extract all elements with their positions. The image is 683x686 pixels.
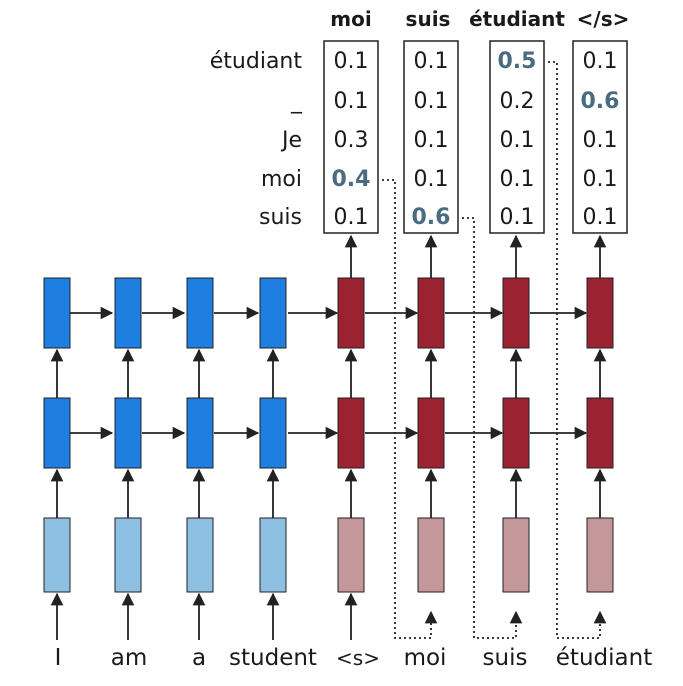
prob-value-highlighted: 0.5: [498, 49, 537, 74]
decoder-hidden-cell: [337, 277, 365, 349]
prob-box-3: [489, 40, 545, 234]
prob-value: 0.2: [500, 89, 535, 114]
encoder-embedding-cell: [259, 517, 287, 593]
prob-value: 0.1: [334, 89, 369, 114]
decoder-hidden-cell: [417, 397, 445, 469]
output-word-header-1: moi: [330, 7, 371, 31]
encoder-embedding-cell: [43, 517, 71, 593]
prob-value-highlighted: 0.6: [581, 89, 620, 114]
feedback-line-moi: [382, 179, 438, 639]
decoder-input-word-1: <s>: [336, 646, 380, 670]
vocab-label-etudiant: étudiant: [210, 49, 303, 74]
prob-value: 0.1: [414, 167, 449, 192]
encoder-hidden-cell: [259, 277, 287, 349]
feedback-line-etudiant: [548, 61, 607, 639]
decoder-input-word-3: suis: [483, 645, 528, 671]
encoder-hidden-cell: [186, 277, 214, 349]
encoder-hidden-cell: [259, 397, 287, 469]
encoder-embedding-cell: [186, 517, 214, 593]
prob-value: 0.1: [583, 128, 618, 153]
prob-box-1: [323, 40, 379, 234]
output-word-header-4: </s>: [577, 7, 630, 31]
decoder-hidden-cell: [586, 277, 614, 349]
prob-value: 0.1: [334, 205, 369, 230]
prob-value: 0.1: [414, 49, 449, 74]
vocab-label-je: Je: [280, 128, 302, 153]
vocab-label-underscore: _: [290, 89, 303, 114]
decoder-hidden-cell: [337, 397, 365, 469]
decoder-hidden-cell: [502, 277, 530, 349]
prob-value: 0.1: [414, 128, 449, 153]
decoder-hidden-cell: [502, 397, 530, 469]
prob-value: 0.1: [583, 205, 618, 230]
prob-value: 0.1: [334, 49, 369, 74]
encoder-input-word-1: I: [55, 645, 62, 671]
encoder-hidden-cell: [186, 397, 214, 469]
decoder-embedding-cell: [502, 517, 530, 593]
encoder-embedding-cell: [114, 517, 142, 593]
prob-box-2: [403, 40, 459, 234]
decoder-embedding-cell: [417, 517, 445, 593]
encoder-input-word-2: am: [111, 645, 148, 671]
prob-value: 0.1: [583, 49, 618, 74]
decoder-input-word-2: moi: [404, 645, 447, 671]
encoder-input-word-3: a: [192, 645, 206, 671]
prob-value-highlighted: 0.4: [332, 167, 371, 192]
decoder-input-word-4: étudiant: [556, 645, 652, 671]
prob-value-highlighted: 0.6: [412, 205, 451, 230]
prob-value: 0.3: [334, 128, 369, 153]
encoder-hidden-cell: [43, 277, 71, 349]
encoder-hidden-cell: [43, 397, 71, 469]
prob-value: 0.1: [414, 89, 449, 114]
prob-value: 0.1: [500, 167, 535, 192]
encoder-hidden-cell: [114, 277, 142, 349]
encoder-input-word-4: student: [229, 645, 317, 671]
encoder-hidden-cell: [114, 397, 142, 469]
decoder-hidden-cell: [417, 277, 445, 349]
output-word-header-3: étudiant: [469, 7, 565, 31]
vocab-label-moi: moi: [261, 167, 302, 192]
vocab-label-suis: suis: [259, 205, 302, 230]
prob-value: 0.1: [583, 167, 618, 192]
output-word-header-2: suis: [406, 7, 451, 31]
prob-value: 0.1: [500, 205, 535, 230]
decoder-embedding-cell: [337, 517, 365, 593]
prob-value: 0.1: [500, 128, 535, 153]
prob-box-4: [572, 40, 628, 234]
decoder-embedding-cell: [586, 517, 614, 593]
decoder-hidden-cell: [586, 397, 614, 469]
feedback-line-suis: [462, 217, 523, 639]
